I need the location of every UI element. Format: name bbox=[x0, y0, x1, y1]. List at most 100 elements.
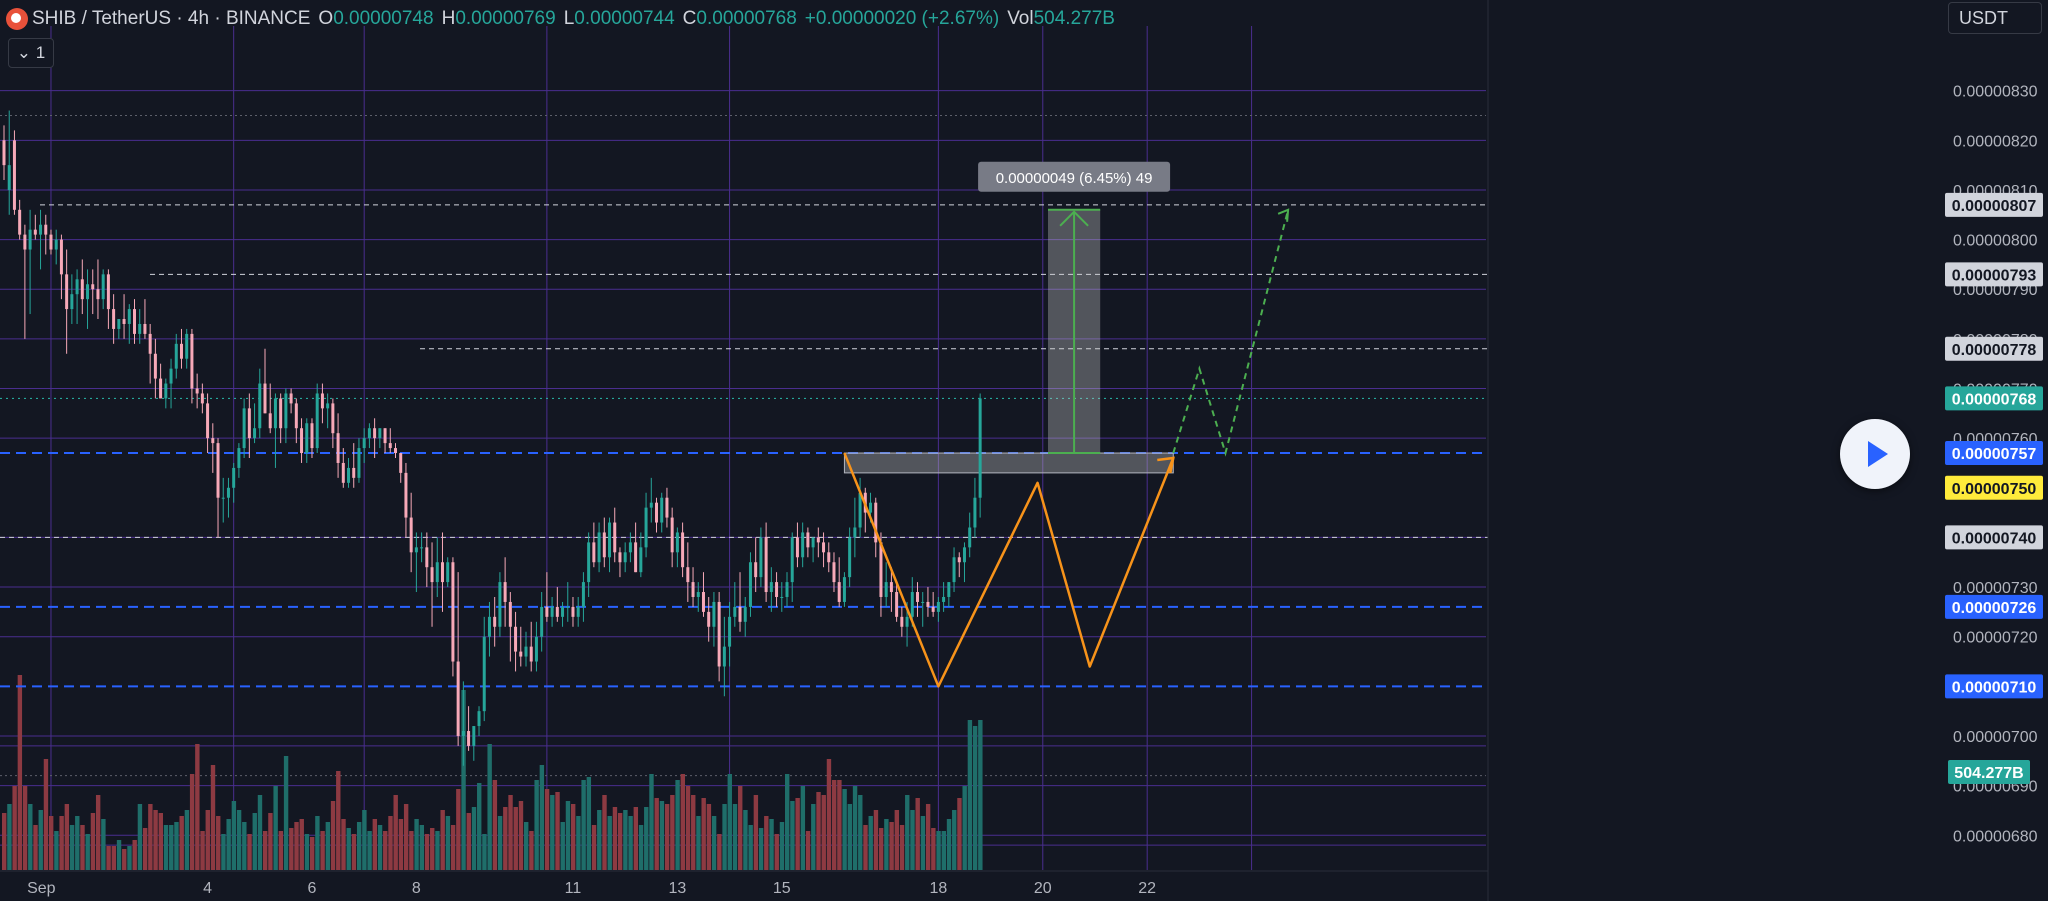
price-label: 0.00000757 bbox=[1952, 446, 2037, 463]
volume-bar bbox=[85, 834, 90, 870]
candle-body bbox=[179, 343, 183, 359]
price-tick-label: 0.00000700 bbox=[1953, 729, 2038, 746]
candle-body bbox=[842, 577, 846, 602]
time-tick-label: 22 bbox=[1138, 880, 1156, 897]
candle-body bbox=[769, 582, 773, 593]
symbol-title[interactable]: SHIB / TetherUS · 4h · BINANCE bbox=[32, 8, 311, 29]
volume-bar bbox=[38, 810, 43, 870]
price-label-box bbox=[1945, 674, 2043, 699]
candle-body bbox=[86, 284, 90, 300]
candle-body bbox=[733, 606, 737, 617]
candle-body bbox=[122, 319, 126, 324]
volume-bar bbox=[837, 780, 842, 870]
candle-body bbox=[80, 279, 84, 300]
candle-body bbox=[712, 601, 716, 627]
candle-body bbox=[550, 606, 554, 617]
candle-body bbox=[775, 582, 779, 597]
volume-bar bbox=[101, 819, 106, 870]
volume-bar bbox=[576, 816, 581, 870]
candle-body bbox=[23, 234, 27, 250]
volume-bar bbox=[967, 720, 973, 870]
volume-bar bbox=[811, 804, 816, 870]
candle-body bbox=[226, 487, 230, 498]
time-tick-label: 6 bbox=[308, 880, 317, 897]
volume-bar bbox=[231, 801, 237, 870]
candle-body bbox=[910, 592, 914, 617]
volume-bar bbox=[607, 816, 612, 870]
volume-bar bbox=[565, 801, 571, 870]
candle-body bbox=[242, 408, 246, 449]
candle-body bbox=[581, 582, 585, 607]
volume-bar bbox=[492, 780, 498, 870]
currency-button[interactable]: USDT bbox=[1948, 2, 2042, 34]
volume-bar bbox=[174, 822, 179, 870]
volume-bar bbox=[727, 774, 732, 870]
volume-bar bbox=[54, 831, 59, 870]
candle-body bbox=[613, 522, 617, 553]
candle-body bbox=[143, 323, 147, 334]
volume-bar bbox=[972, 726, 978, 870]
close-value: 0.00000768 bbox=[696, 8, 797, 29]
w-pattern-line bbox=[843, 452, 1175, 688]
candle-body bbox=[696, 592, 700, 597]
candle-body bbox=[106, 274, 110, 310]
candle-body bbox=[493, 616, 497, 627]
volume-bar bbox=[111, 846, 117, 870]
candle-body bbox=[806, 532, 810, 548]
open-value: 0.00000748 bbox=[333, 8, 434, 29]
collapse-indicators-button[interactable]: ⌄ 1 bbox=[8, 38, 54, 68]
volume-value: 504.277B bbox=[1033, 8, 1115, 29]
candle-body bbox=[848, 537, 852, 578]
volume-bar bbox=[137, 804, 143, 870]
volume-bar bbox=[263, 831, 268, 870]
volume-bar bbox=[696, 816, 701, 870]
volume-bar bbox=[236, 810, 242, 870]
volume-bar bbox=[544, 789, 550, 870]
volume-bar bbox=[586, 777, 592, 870]
volume-bar bbox=[163, 825, 169, 870]
volume-bar bbox=[430, 828, 435, 870]
volume-bar bbox=[59, 816, 64, 870]
volume-bar bbox=[309, 837, 315, 870]
candle-body bbox=[200, 393, 204, 404]
volume-bar bbox=[419, 825, 424, 870]
volume-bar bbox=[106, 846, 111, 870]
volume-bar bbox=[440, 810, 445, 870]
volume-bar bbox=[633, 807, 639, 870]
volume-bar bbox=[962, 786, 967, 870]
volume-bar bbox=[920, 816, 926, 870]
volume-bar bbox=[158, 813, 163, 870]
candle-body bbox=[952, 557, 956, 583]
candle-body bbox=[357, 448, 361, 478]
candle-body bbox=[858, 492, 862, 528]
candle-body bbox=[576, 606, 580, 617]
volume-bar bbox=[132, 840, 137, 870]
candle-body bbox=[326, 403, 330, 409]
price-tick-label: 0.00000720 bbox=[1953, 630, 2038, 647]
candle-body bbox=[790, 537, 794, 583]
candle-body bbox=[133, 309, 136, 334]
volume-bar bbox=[247, 834, 252, 870]
volume-bar bbox=[320, 831, 325, 870]
candle-body bbox=[649, 502, 653, 508]
volume-bar bbox=[28, 804, 33, 870]
candle-body bbox=[59, 239, 63, 275]
candle-body bbox=[921, 601, 925, 603]
volume-bar bbox=[842, 789, 847, 870]
candle-body bbox=[608, 522, 612, 558]
candle-body bbox=[383, 428, 387, 444]
volume-bar bbox=[878, 828, 884, 870]
candle-body bbox=[284, 393, 288, 429]
volume-bar bbox=[388, 816, 393, 870]
volume-bar bbox=[910, 810, 915, 870]
candle-body bbox=[273, 398, 277, 429]
candle-body bbox=[524, 646, 528, 657]
volume-bar bbox=[325, 822, 331, 870]
volume-bar bbox=[790, 801, 795, 870]
candle-body bbox=[2, 140, 6, 166]
shib-logo-icon bbox=[6, 8, 28, 30]
candle-body bbox=[889, 582, 893, 593]
candle-body bbox=[300, 428, 304, 454]
play-icon[interactable] bbox=[1840, 419, 1910, 489]
